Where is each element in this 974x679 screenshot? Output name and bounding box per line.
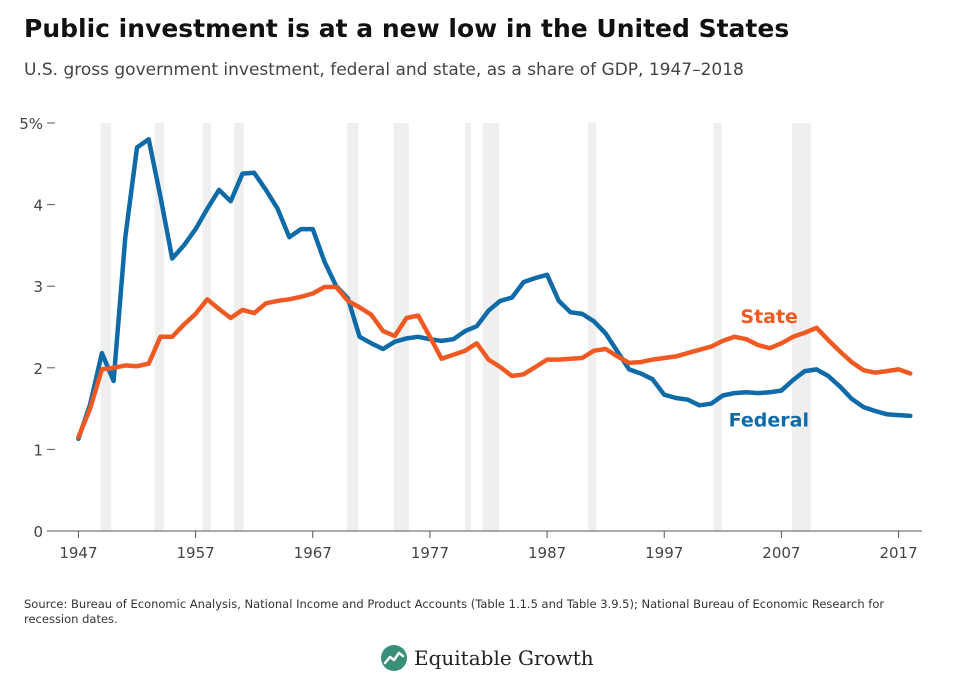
y-tick-label: 4: [33, 197, 43, 215]
y-tick-label: 2: [33, 360, 43, 378]
recession-band: [713, 123, 722, 531]
x-tick-label: 2017: [879, 544, 917, 560]
x-tick-label: 1987: [528, 544, 566, 560]
series-line-federal: [76, 137, 913, 442]
y-tick-label: 1: [33, 441, 43, 459]
recession-band: [234, 123, 244, 531]
recession-band: [154, 123, 164, 531]
x-tick-label: 1997: [645, 544, 683, 560]
recession-bands: [100, 123, 811, 531]
x-tick-label: 1957: [177, 544, 215, 560]
brand-name: Equitable Growth: [414, 646, 594, 670]
x-tick-label: 2007: [762, 544, 800, 560]
recession-band: [100, 123, 112, 531]
recession-band: [202, 123, 211, 531]
chart-leaf-logo-icon: [381, 645, 407, 671]
series-label-federal: Federal: [729, 410, 809, 432]
recession-band: [791, 123, 811, 531]
recession-band: [482, 123, 500, 531]
y-tick-label: 3: [33, 278, 43, 296]
x-tick-label: 1947: [59, 544, 97, 560]
chart-subtitle: U.S. gross government investment, federa…: [24, 60, 744, 80]
source-note: Source: Bureau of Economic Analysis, Nat…: [24, 597, 885, 626]
axes: 0 1 2 3 4 5% 1947 1957 1967 1977 1987 1997 2007 2017: [19, 115, 922, 560]
series-label-state: State: [740, 306, 798, 328]
chart-title: Public investment is at a new low in the…: [24, 14, 790, 43]
y-tick-label: 0: [33, 523, 43, 541]
x-tick-label: 1977: [411, 544, 449, 560]
brand-footer[interactable]: Equitable Growth: [380, 642, 594, 674]
y-tick-label: 5%: [19, 115, 43, 133]
series-line-state: [76, 284, 913, 440]
recession-band: [346, 123, 359, 531]
series-lines: [76, 137, 913, 442]
series-labels: State Federal: [729, 306, 809, 432]
recession-band: [588, 123, 597, 531]
recession-band: [465, 123, 471, 531]
x-tick-label: 1967: [294, 544, 332, 560]
